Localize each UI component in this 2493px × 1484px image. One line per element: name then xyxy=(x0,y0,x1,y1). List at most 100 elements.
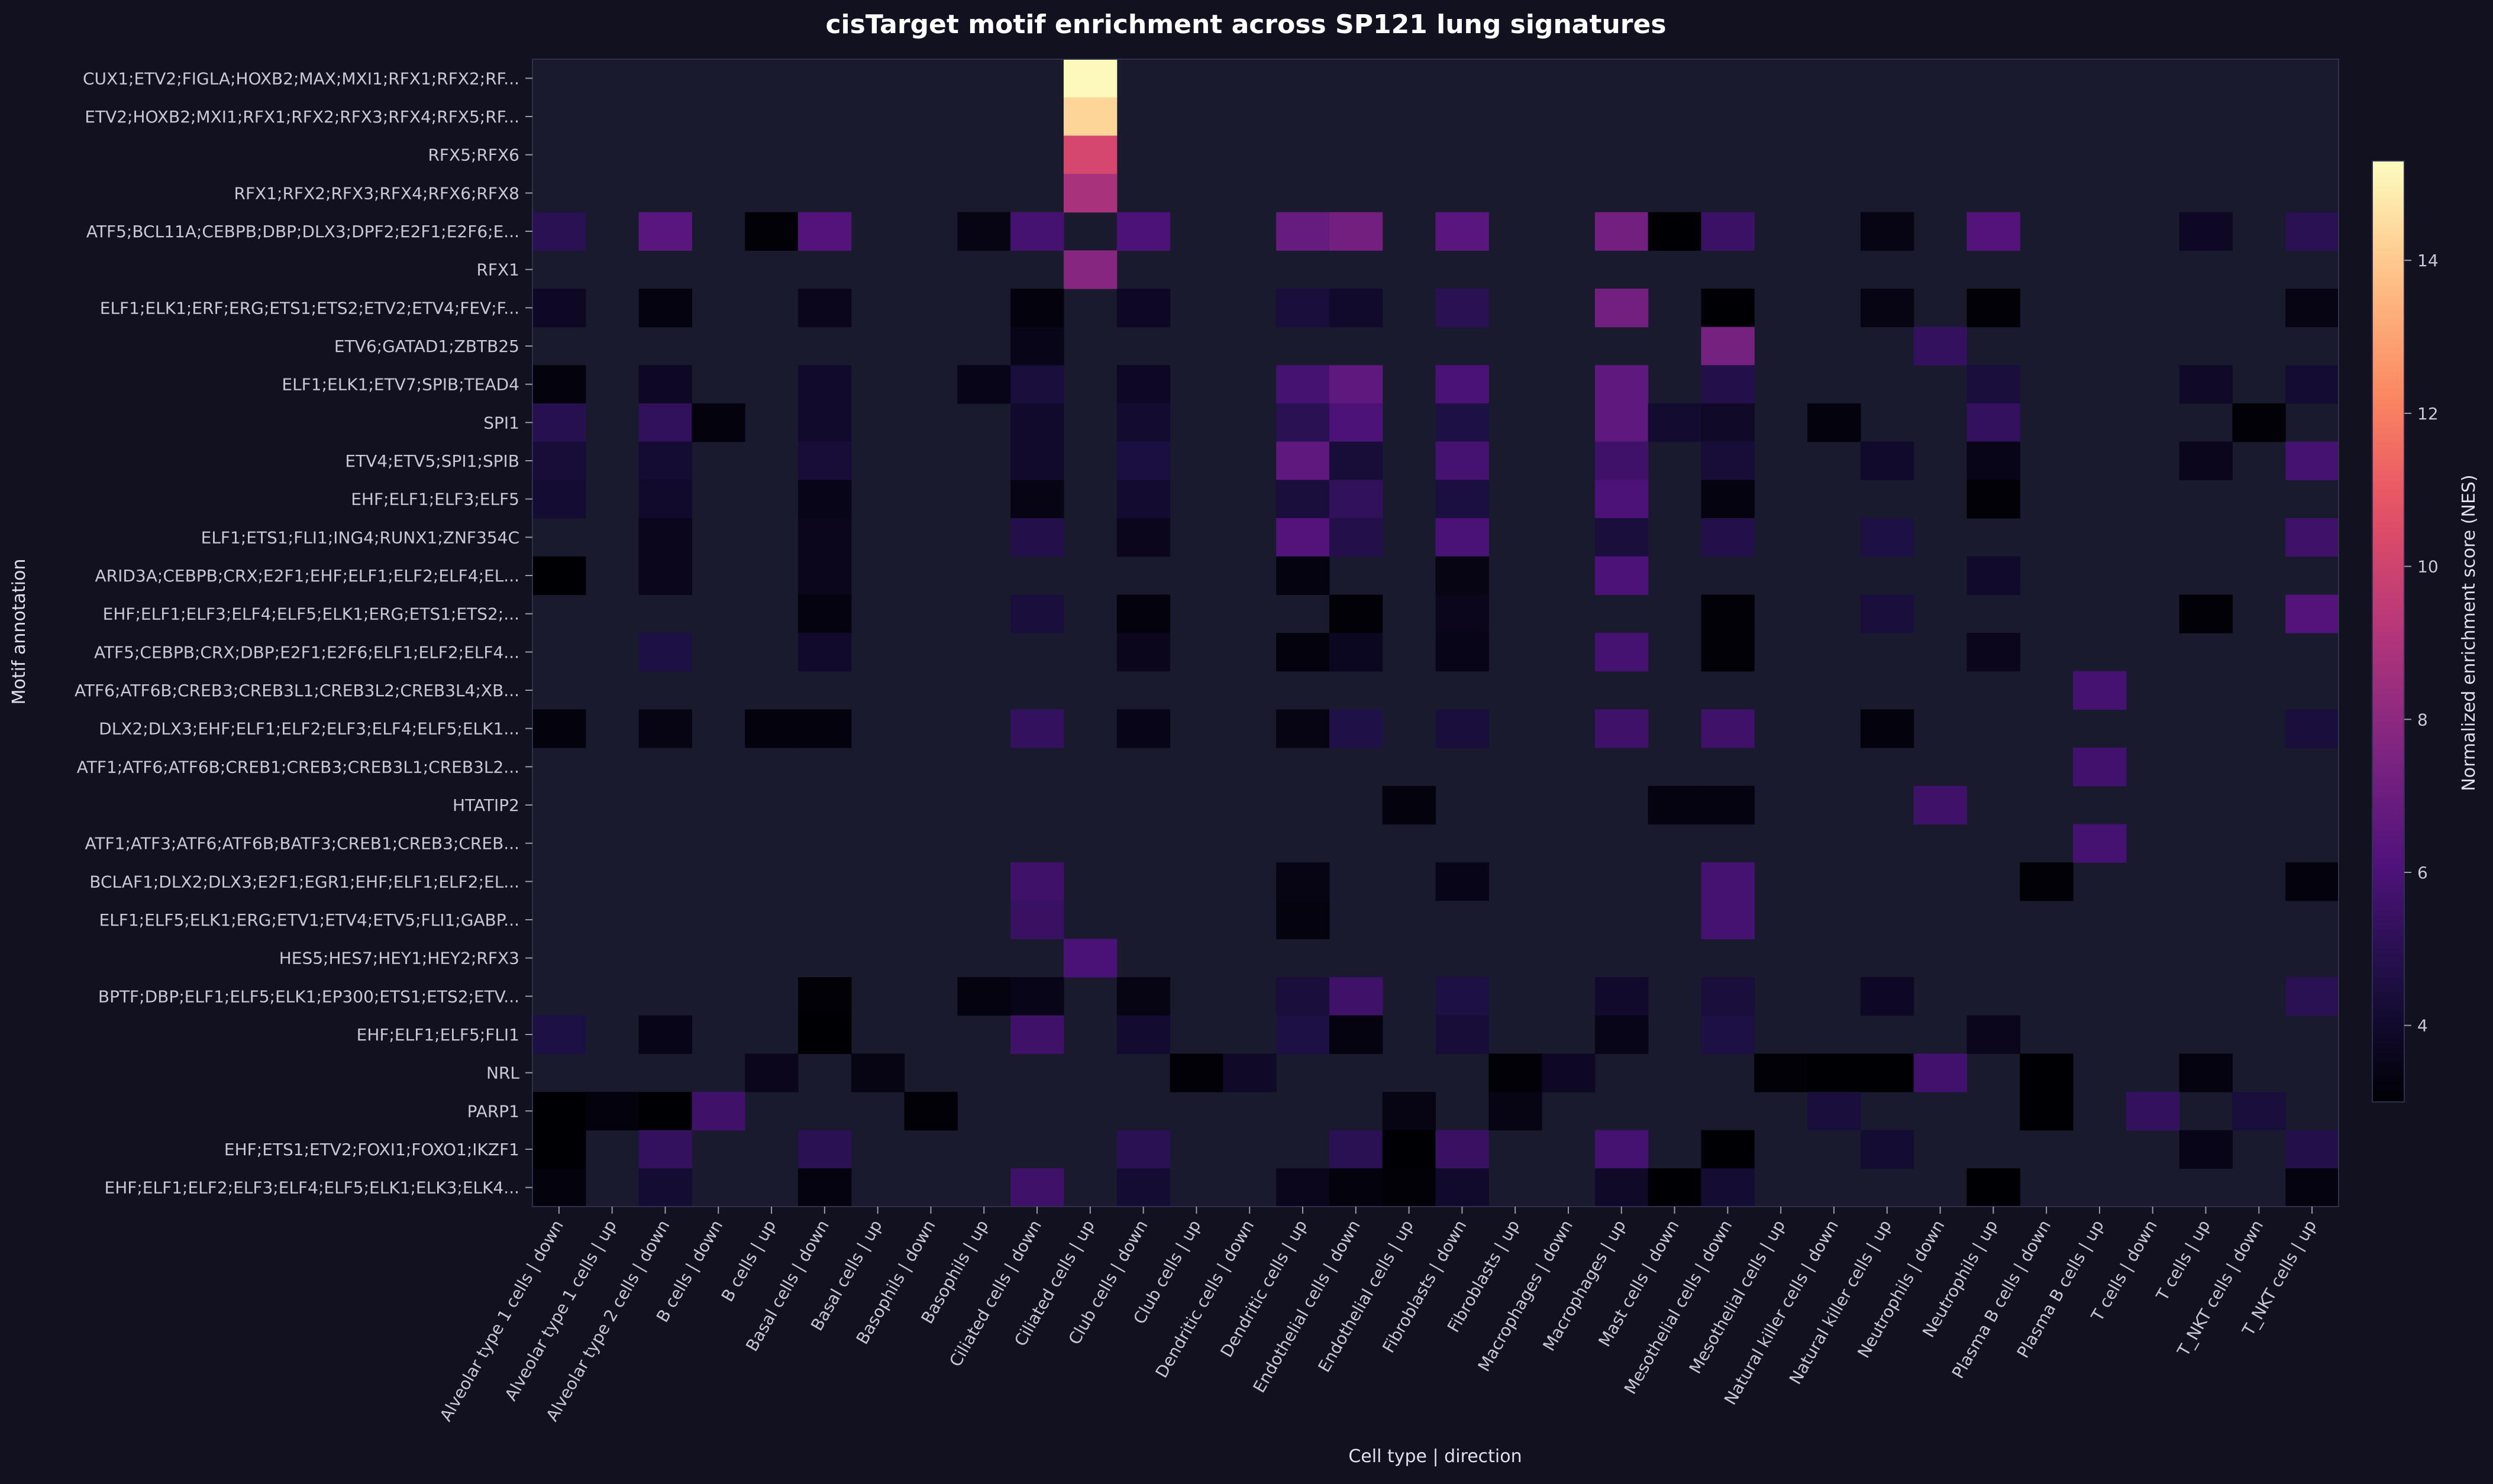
heatmap-cell xyxy=(1701,785,1755,825)
heatmap-cell xyxy=(797,480,852,519)
heatmap-cell xyxy=(1701,1168,1755,1207)
heatmap-cell xyxy=(1010,441,1064,480)
heatmap-cell xyxy=(1594,441,1649,480)
heatmap-cell xyxy=(745,1053,799,1092)
heatmap-cell xyxy=(532,480,586,519)
plot-area xyxy=(532,59,2339,1207)
heatmap-cell xyxy=(1754,1053,1808,1092)
heatmap-cell xyxy=(1116,1130,1171,1169)
heatmap-cell xyxy=(1063,135,1118,174)
heatmap-cell xyxy=(957,977,1011,1016)
heatmap-cell xyxy=(692,403,745,442)
heatmap-cell xyxy=(1276,212,1330,251)
y-tick-label: ATF6;ATF6B;CREB3;CREB3L1;CREB3L2;CREB3L4… xyxy=(75,681,519,700)
heatmap-cell xyxy=(797,403,852,442)
heatmap-cell xyxy=(1701,212,1755,251)
heatmap-cell xyxy=(1435,441,1489,480)
heatmap-cell xyxy=(1701,977,1755,1016)
heatmap-cell xyxy=(1860,518,1914,557)
heatmap-cell xyxy=(638,1130,692,1169)
heatmap-cell xyxy=(797,1015,852,1054)
heatmap-cell xyxy=(1116,594,1171,633)
heatmap-cell xyxy=(2285,709,2339,748)
colorbar: 4 6 8 10 12 14 xyxy=(2372,160,2439,1103)
heatmap-cell xyxy=(638,1092,692,1131)
heatmap-cell xyxy=(1435,480,1489,519)
heatmap-cell xyxy=(797,633,852,672)
heatmap-cell xyxy=(1701,441,1755,480)
heatmap-cell xyxy=(1063,59,1118,98)
y-tick-label: ELF1;ELK1;ERF;ERG;ETS1;ETS2;ETV2;ETV4;FE… xyxy=(100,298,519,318)
heatmap-cell xyxy=(1010,594,1064,633)
heatmap-cell xyxy=(638,518,692,557)
heatmap-cell xyxy=(1116,212,1171,251)
heatmap-cell xyxy=(1701,862,1755,901)
heatmap-cell xyxy=(1170,1053,1223,1092)
heatmap-cell xyxy=(638,480,692,519)
heatmap-cell xyxy=(1860,1053,1914,1092)
heatmap-cell xyxy=(2285,212,2339,251)
heatmap-cell xyxy=(638,1015,692,1054)
heatmap-cell xyxy=(532,556,586,595)
colorbar-tick-label: 6 xyxy=(2417,863,2428,882)
heatmap-cell xyxy=(2073,671,2127,710)
heatmap-cell xyxy=(532,709,586,748)
heatmap-cell xyxy=(1435,289,1489,328)
heatmap-cell xyxy=(1010,480,1064,519)
heatmap-cell xyxy=(1382,1092,1436,1131)
heatmap-cell xyxy=(797,709,852,748)
heatmap-cell xyxy=(1594,403,1649,442)
heatmap-cell xyxy=(1116,289,1171,328)
y-tick-label: ELF1;ELF5;ELK1;ERG;ETV1;ETV4;ETV5;FLI1;G… xyxy=(99,910,519,930)
y-tick-label: HES5;HES7;HEY1;HEY2;RFX3 xyxy=(279,949,519,968)
colorbar-tick-label: 14 xyxy=(2417,251,2439,270)
y-tick-label: NRL xyxy=(486,1063,519,1083)
y-tick-label: EHF;ELF1;ELF2;ELF3;ELF4;ELF5;ELK1;ELK3;E… xyxy=(105,1178,519,1198)
y-tick-label: ARID3A;CEBPB;CRX;E2F1;EHF;ELF1;ELF2;ELF4… xyxy=(95,566,520,586)
heatmap-cell xyxy=(797,594,852,633)
heatmap-cell xyxy=(1594,365,1649,404)
heatmap-cell xyxy=(1435,1168,1489,1207)
heatmap-cell xyxy=(1010,403,1064,442)
heatmap-cell xyxy=(1329,289,1383,328)
heatmap-cell xyxy=(1329,1130,1383,1169)
heatmap-cell xyxy=(1382,785,1436,825)
y-tick-label: EHF;ETS1;ETV2;FOXI1;FOXO1;IKZF1 xyxy=(224,1140,519,1159)
heatmap-cell xyxy=(2285,365,2339,404)
heatmap-cell xyxy=(1329,518,1383,557)
y-tick-label: BPTF;DBP;ELF1;ELF5;ELK1;EP300;ETS1;ETS2;… xyxy=(98,987,519,1006)
heatmap-cell xyxy=(745,212,799,251)
heatmap-cell xyxy=(1860,594,1914,633)
heatmap-cell xyxy=(532,403,586,442)
y-tick-label: EHF;ELF1;ELF5;FLI1 xyxy=(357,1025,519,1045)
heatmap-cell xyxy=(1594,212,1649,251)
heatmap-cell xyxy=(1966,289,2020,328)
heatmap-cell xyxy=(797,212,852,251)
heatmap-cell xyxy=(1594,1015,1649,1054)
heatmap-cell xyxy=(1701,289,1755,328)
heatmap-cell xyxy=(745,709,799,748)
heatmap-cell xyxy=(1329,594,1383,633)
heatmap-cell xyxy=(1701,518,1755,557)
colorbar-gradient xyxy=(2372,160,2405,1103)
heatmap-cell xyxy=(1116,480,1171,519)
y-tick-label: SPI1 xyxy=(483,413,519,432)
heatmap-cell xyxy=(1116,518,1171,557)
heatmap-cell xyxy=(1276,633,1330,672)
heatmap-cell xyxy=(1010,1168,1064,1207)
heatmap-cell xyxy=(1116,403,1171,442)
heatmap-cell xyxy=(1116,977,1171,1016)
heatmap-cell xyxy=(1648,212,1702,251)
heatmap-cell xyxy=(1807,403,1861,442)
heatmap-cell xyxy=(1435,365,1489,404)
heatmap-cell xyxy=(1329,709,1383,748)
y-tick-label: ATF1;ATF3;ATF6;ATF6B;BATF3;CREB1;CREB3;C… xyxy=(85,834,519,853)
y-axis-label: Motif annotation xyxy=(9,559,30,705)
heatmap-cell xyxy=(692,1092,745,1131)
heatmap-cell xyxy=(1276,1168,1330,1207)
heatmap-cell xyxy=(2285,1168,2339,1207)
heatmap-cell xyxy=(2285,594,2339,633)
x-axis-label: Cell type | direction xyxy=(1348,1446,1522,1467)
heatmap-cell xyxy=(1966,212,2020,251)
